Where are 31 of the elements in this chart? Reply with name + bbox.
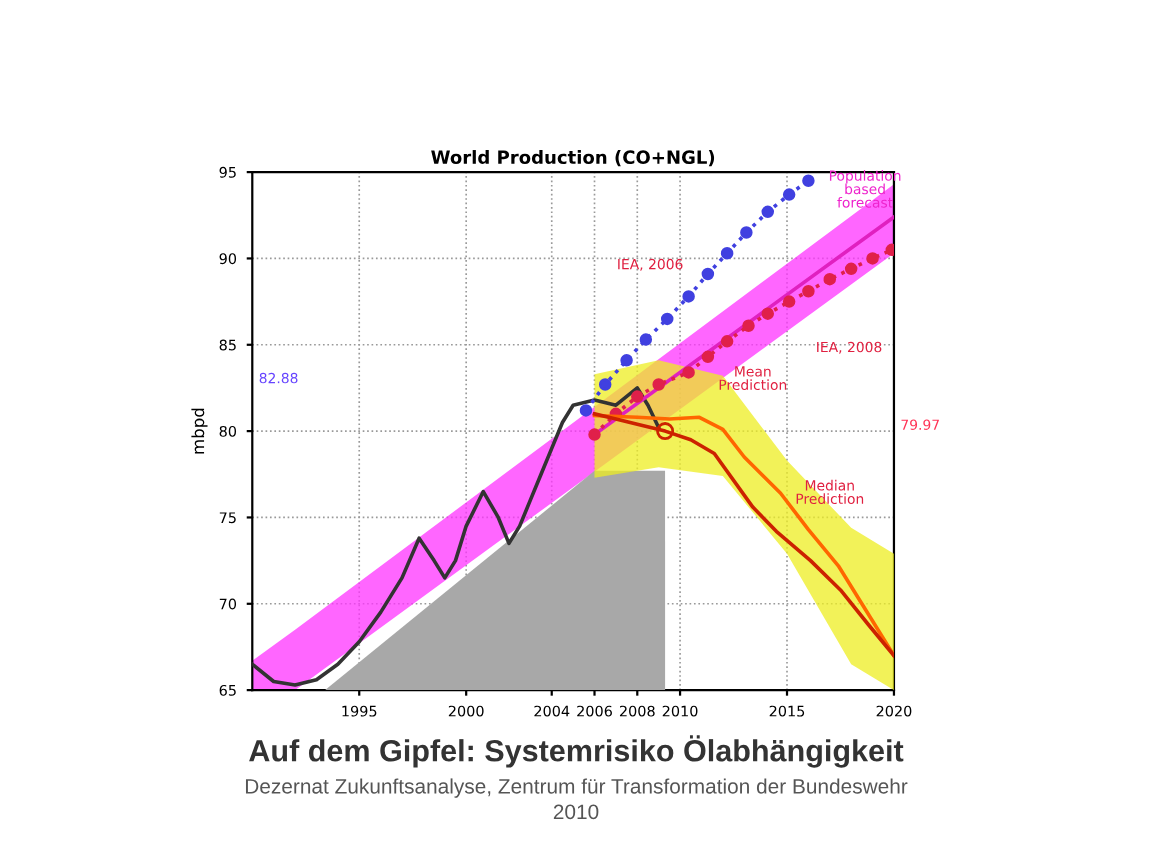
point	[588, 428, 601, 441]
point	[802, 174, 815, 187]
point	[682, 366, 695, 379]
point	[631, 390, 644, 403]
point	[866, 252, 879, 265]
point	[579, 404, 593, 417]
point	[761, 307, 775, 320]
point	[742, 319, 755, 333]
chart-title: World Production (CO+NGL)	[431, 150, 715, 167]
point	[620, 354, 633, 367]
point	[682, 290, 695, 303]
point	[701, 267, 715, 281]
point	[720, 247, 734, 260]
point	[823, 272, 837, 286]
point	[598, 378, 612, 391]
point	[652, 378, 665, 391]
text: Dezernat Zukunftsanalyse, Zentrum für Transformation der Bundeswehr	[245, 778, 908, 798]
point	[761, 205, 775, 219]
point	[740, 226, 753, 239]
point	[639, 333, 653, 346]
y-axis-title: mbpd	[191, 408, 208, 454]
point	[782, 188, 796, 201]
point	[720, 335, 734, 348]
point	[802, 285, 815, 298]
point	[660, 312, 674, 326]
point	[844, 262, 858, 276]
point	[656, 422, 675, 441]
point	[701, 350, 715, 364]
text: 2010	[553, 804, 599, 820]
point	[782, 295, 796, 308]
text: Auf dem Gipfel: Systemrisiko Ölabhängigkeit	[249, 735, 904, 768]
